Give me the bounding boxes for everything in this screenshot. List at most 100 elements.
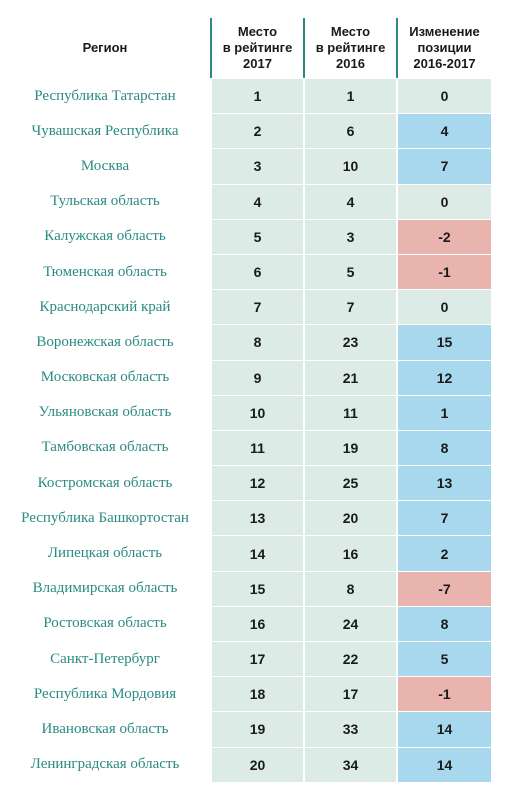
table-row: Республика Башкортостан 13 20 7 <box>0 500 495 536</box>
header-rank-2016: Место в рейтинге 2016 <box>303 18 396 78</box>
header-change: Изменение позиции 2016-2017 <box>396 18 491 78</box>
rank-2017-cell: 6 <box>210 253 303 290</box>
rank-2016-cell: 23 <box>303 324 396 360</box>
table-row: Санкт-Петербург 17 22 5 <box>0 641 495 677</box>
table-row: Костромская область 12 25 13 <box>0 465 495 501</box>
rank-2016-cell: 3 <box>303 218 396 254</box>
region-name: Республика Татарстан <box>0 78 210 113</box>
region-name: Ленинградская область <box>0 746 210 782</box>
rank-2016-cell: 1 <box>303 78 396 114</box>
region-name: Московская область <box>0 359 210 395</box>
region-name: Республика Башкортостан <box>0 500 210 535</box>
change-cell: -2 <box>396 218 491 254</box>
header-rank-2017: Место в рейтинге 2017 <box>210 18 303 78</box>
change-cell: 7 <box>396 148 491 184</box>
rank-2017-cell: 7 <box>210 289 303 325</box>
table-row: Республика Татарстан 1 1 0 <box>0 78 495 114</box>
table-header: Регион Место в рейтинге 2017 Место в рей… <box>0 18 495 78</box>
table-row: Республика Мордовия 18 17 -1 <box>0 676 495 712</box>
rank-2017-cell: 4 <box>210 183 303 219</box>
change-cell: 8 <box>396 429 491 466</box>
rank-2017-cell: 18 <box>210 676 303 712</box>
rank-2017-cell: 15 <box>210 570 303 606</box>
region-name: Калужская область <box>0 218 210 254</box>
region-name: Ивановская область <box>0 711 210 746</box>
table-row: Ростовская область 16 24 8 <box>0 605 495 641</box>
rank-2016-cell: 25 <box>303 465 396 501</box>
change-cell: 12 <box>396 359 491 395</box>
rank-2017-cell: 14 <box>210 535 303 571</box>
rank-2016-cell: 24 <box>303 605 396 641</box>
rank-2016-cell: 21 <box>303 359 396 395</box>
region-name: Москва <box>0 148 210 183</box>
table-row: Тамбовская область 11 19 8 <box>0 429 495 466</box>
region-name: Тюменская область <box>0 253 210 289</box>
change-cell: 2 <box>396 535 491 571</box>
rank-2016-cell: 5 <box>303 253 396 290</box>
change-cell: 0 <box>396 289 491 325</box>
rank-2017-cell: 13 <box>210 500 303 536</box>
change-cell: -7 <box>396 570 491 606</box>
region-name: Тульская область <box>0 183 210 219</box>
ranking-table: Регион Место в рейтинге 2017 Место в рей… <box>0 18 495 782</box>
rank-2016-cell: 16 <box>303 535 396 571</box>
change-cell: -1 <box>396 253 491 290</box>
rank-2017-cell: 1 <box>210 78 303 114</box>
rank-2017-cell: 12 <box>210 465 303 501</box>
table-row: Ивановская область 19 33 14 <box>0 711 495 747</box>
region-name: Костромская область <box>0 465 210 500</box>
rank-2016-cell: 6 <box>303 113 396 149</box>
region-name: Ульяновская область <box>0 394 210 430</box>
region-name: Санкт-Петербург <box>0 641 210 676</box>
rank-2017-cell: 17 <box>210 641 303 677</box>
table-row: Калужская область 5 3 -2 <box>0 218 495 254</box>
change-cell: 14 <box>396 746 491 782</box>
region-name: Краснодарский край <box>0 289 210 324</box>
table-row: Липецкая область 14 16 2 <box>0 535 495 571</box>
region-name: Липецкая область <box>0 535 210 570</box>
rank-2016-cell: 20 <box>303 500 396 536</box>
rank-2016-cell: 4 <box>303 183 396 219</box>
rank-2016-cell: 10 <box>303 148 396 184</box>
rank-2017-cell: 3 <box>210 148 303 184</box>
table-body: Республика Татарстан 1 1 0 Чувашская Республ… <box>0 78 495 782</box>
rank-2016-cell: 34 <box>303 746 396 782</box>
rank-2016-cell: 11 <box>303 394 396 430</box>
rank-2017-cell: 19 <box>210 711 303 747</box>
change-cell: 5 <box>396 641 491 677</box>
rank-2017-cell: 10 <box>210 394 303 430</box>
change-cell: 4 <box>396 113 491 149</box>
table-row: Краснодарский край 7 7 0 <box>0 289 495 325</box>
table-row: Чувашская Республика 2 6 4 <box>0 113 495 149</box>
rank-2017-cell: 2 <box>210 113 303 149</box>
region-name: Ростовская область <box>0 605 210 641</box>
rank-2017-cell: 5 <box>210 218 303 254</box>
rank-2017-cell: 20 <box>210 746 303 782</box>
change-cell: 14 <box>396 711 491 747</box>
change-cell: 7 <box>396 500 491 536</box>
change-cell: 13 <box>396 465 491 501</box>
change-cell: 0 <box>396 183 491 219</box>
rank-2017-cell: 8 <box>210 324 303 360</box>
change-cell: 15 <box>396 324 491 360</box>
region-name: Чувашская Республика <box>0 113 210 148</box>
region-name: Тамбовская область <box>0 429 210 465</box>
change-cell: -1 <box>396 676 491 712</box>
change-cell: 8 <box>396 605 491 641</box>
region-name: Республика Мордовия <box>0 676 210 711</box>
table-row: Ульяновская область 10 11 1 <box>0 394 495 430</box>
table-row: Московская область 9 21 12 <box>0 359 495 395</box>
rank-2016-cell: 33 <box>303 711 396 747</box>
rank-2016-cell: 8 <box>303 570 396 606</box>
rank-2017-cell: 16 <box>210 605 303 641</box>
header-region: Регион <box>82 40 128 55</box>
table-row: Владимирская область 15 8 -7 <box>0 570 495 606</box>
region-name: Воронежская область <box>0 324 210 359</box>
rank-2017-cell: 11 <box>210 429 303 466</box>
table-row: Тюменская область 6 5 -1 <box>0 253 495 290</box>
rank-2016-cell: 7 <box>303 289 396 325</box>
region-name: Владимирская область <box>0 570 210 606</box>
table-row: Москва 3 10 7 <box>0 148 495 184</box>
change-cell: 1 <box>396 394 491 430</box>
table-row: Воронежская область 8 23 15 <box>0 324 495 360</box>
